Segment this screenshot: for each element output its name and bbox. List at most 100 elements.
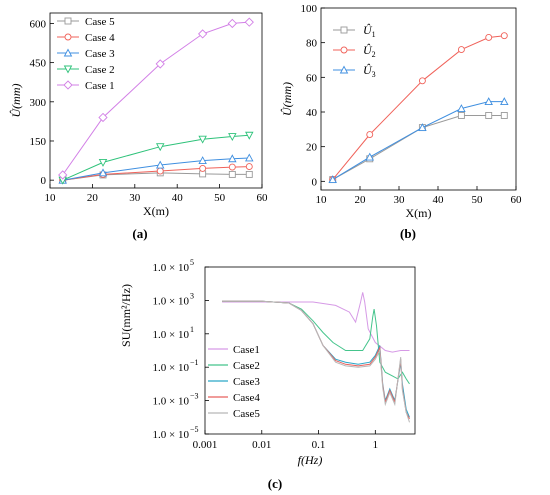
- x-tick-label: 30: [394, 194, 406, 206]
- legend-marker: [64, 17, 72, 25]
- data-point: [366, 131, 374, 138]
- data-point: [155, 143, 165, 152]
- y-tick-exponent: 5: [190, 258, 194, 267]
- y-tick-label: 450: [30, 58, 47, 70]
- series-line-2: [222, 300, 410, 385]
- y-tick-label: 40: [306, 107, 318, 119]
- data-point: [328, 175, 337, 184]
- y-tick-label: 1.0 × 10: [153, 362, 190, 374]
- panel-c: 0.001 0.01 0.1 11.0 × 10 −51.0 × 10 −31.0 × 1…: [119, 258, 416, 467]
- data-point: [457, 104, 466, 112]
- y-tick-exponent: 3: [190, 291, 194, 300]
- x-axis-label: X(m): [406, 206, 432, 220]
- data-point: [365, 152, 375, 161]
- panel-label-b: (b): [400, 226, 416, 241]
- data-point: [245, 170, 253, 178]
- series-line-3: [62, 157, 250, 181]
- data-point: [228, 154, 237, 163]
- legend-marker: [64, 33, 72, 41]
- y-tick-exponent: −5: [190, 425, 199, 434]
- plot-frame: [204, 266, 416, 435]
- data-point: [500, 32, 508, 40]
- y-tick-label: 1.0 × 10: [153, 329, 190, 341]
- panel-label-c: (c): [268, 476, 282, 491]
- x-tick-label: 40: [433, 194, 445, 206]
- series-line-4: [62, 134, 250, 181]
- x-tick-label: 60: [257, 192, 269, 204]
- data-point: [98, 168, 108, 177]
- data-point: [198, 29, 208, 39]
- data-point: [198, 156, 207, 165]
- data-point: [98, 112, 108, 123]
- x-tick-label: 50: [214, 192, 226, 204]
- legend-label: Case2: [233, 360, 260, 372]
- y-tick-label: 1.0 × 10: [153, 396, 190, 408]
- y-tick-label: 80: [306, 38, 318, 50]
- x-tick-label: 20: [355, 194, 367, 206]
- data-point: [485, 34, 493, 41]
- data-point: [228, 163, 236, 171]
- series-line-2: [332, 35, 505, 180]
- y-tick-exponent: −3: [190, 392, 199, 401]
- panel-b: 10 20 30 40 50 60 0 20 40 60 80 100 X(m) Û(mm) Û1 Û2 Û3: [280, 3, 522, 220]
- y-tick-label: 60: [306, 72, 318, 84]
- y-tick-label: 150: [30, 136, 47, 148]
- legend-label: Case3: [233, 376, 260, 388]
- legend-marker: [63, 48, 73, 57]
- y-tick-label: 1.0 × 10: [153, 295, 190, 307]
- x-tick-label: 10: [45, 192, 57, 204]
- y-axis-label: SU(mm²/Hz): [119, 284, 133, 347]
- series-line-1: [222, 292, 410, 353]
- data-point: [228, 170, 236, 178]
- legend-label: Case 4: [85, 32, 115, 44]
- series-line-5: [222, 300, 410, 423]
- x-tick-label: 40: [172, 192, 184, 204]
- y-tick-label: 300: [30, 97, 47, 109]
- y-axis-label: Û(mm): [280, 82, 294, 116]
- legend-label: Case 5: [85, 16, 115, 28]
- y-tick-exponent: −1: [190, 358, 199, 367]
- x-tick-label: 20: [87, 192, 99, 204]
- y-tick-label: 1.0 × 10: [153, 262, 190, 274]
- legend-label: Û2: [363, 43, 376, 59]
- legend-marker: [340, 26, 348, 34]
- legend-label: Case 3: [85, 48, 115, 60]
- legend-label: Case4: [233, 392, 260, 404]
- data-point: [418, 123, 427, 132]
- x-tick-label: 10: [316, 194, 328, 206]
- data-point: [457, 112, 465, 119]
- series-line-5: [62, 21, 250, 176]
- legend-label: Case 2: [85, 64, 115, 76]
- legend-label: Case 1: [85, 80, 115, 92]
- data-point: [227, 18, 237, 29]
- x-tick-label: 1: [373, 439, 379, 451]
- data-point: [199, 164, 207, 172]
- y-axis-label: Û(mm): [9, 84, 23, 118]
- legend: Case1 Case2 Case3 Case4 Case5: [208, 344, 260, 420]
- x-tick-label: 0.1: [312, 439, 326, 451]
- data-point: [98, 158, 108, 167]
- data-point: [198, 135, 207, 144]
- y-tick-label: 20: [306, 142, 318, 154]
- panel-label-a: (a): [132, 226, 147, 241]
- x-tick-label: 0.01: [252, 439, 271, 451]
- legend-marker: [63, 80, 73, 90]
- x-axis-label: f(Hz): [298, 453, 323, 467]
- legend-marker: [340, 46, 348, 54]
- data-point: [484, 97, 493, 106]
- data-point: [245, 131, 254, 140]
- legend-label: Case1: [233, 344, 260, 356]
- y-tick-label: 0: [312, 176, 318, 188]
- data-point: [500, 97, 509, 106]
- legend: Case 5 Case 4 Case 3 Case 2 Case 1: [57, 16, 115, 92]
- data-point: [58, 170, 68, 180]
- legend: Û1 Û2 Û3: [333, 23, 376, 79]
- x-tick-label: 50: [472, 194, 484, 206]
- data-point: [155, 59, 165, 69]
- data-point: [156, 167, 164, 175]
- data-point: [245, 153, 254, 162]
- x-tick-label: 0.001: [193, 439, 218, 451]
- y-tick-exponent: 1: [190, 325, 194, 334]
- data-point: [228, 133, 237, 141]
